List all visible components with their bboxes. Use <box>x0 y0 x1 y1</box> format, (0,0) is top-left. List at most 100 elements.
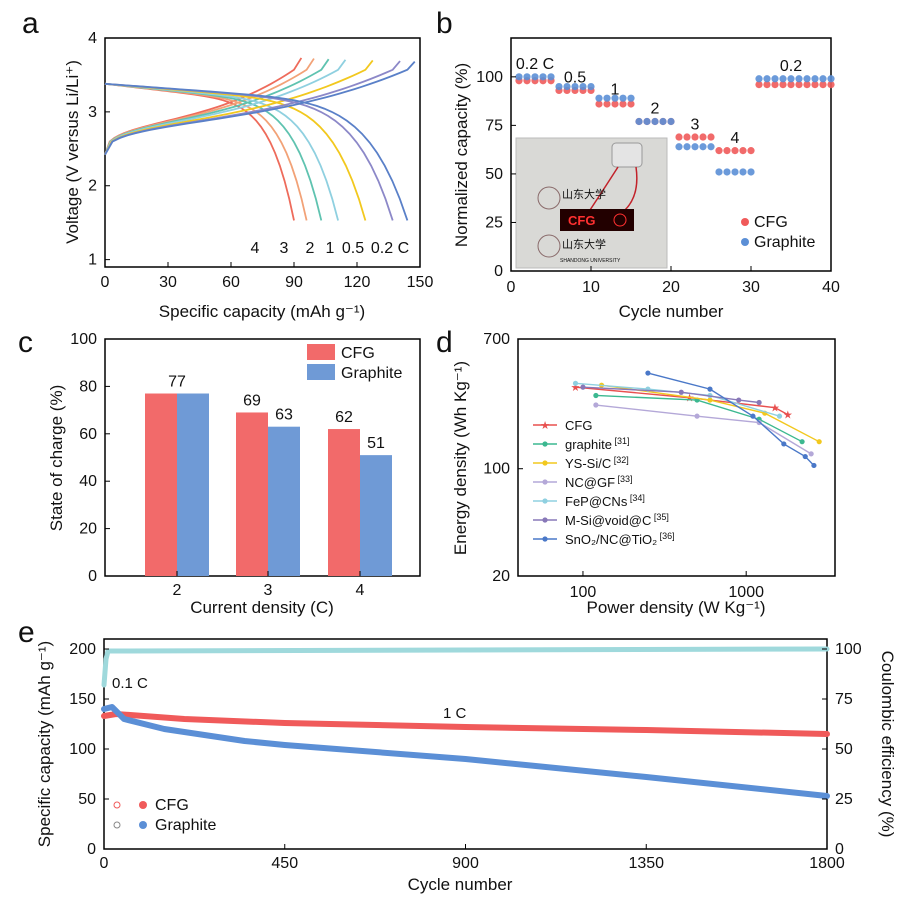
legend-label-6: SnO₂/NC@TiO₂ [36] <box>565 531 675 547</box>
x-tick-label: 0 <box>101 274 110 291</box>
legend-label-1: graphite [31] <box>565 436 630 452</box>
panel-b-ylabel: Normalized capacity (%) <box>452 63 471 247</box>
x-tick-label: 3 <box>264 582 273 599</box>
rate-label: 2 <box>651 101 660 118</box>
data-point-cfg <box>715 147 723 155</box>
x-tick-label: 150 <box>407 274 434 291</box>
series-line-1 <box>595 394 803 443</box>
data-point-cfg <box>683 133 691 141</box>
legend-label-5: M-Si@void@C [35] <box>565 512 669 528</box>
legend-graphite: Graphite <box>341 365 402 382</box>
x-tick-label: 40 <box>822 279 840 296</box>
y-tick-label: 20 <box>79 521 97 538</box>
bar-cfg <box>328 429 360 576</box>
x-tick-label: 1000 <box>728 584 764 601</box>
y-tick-label: 25 <box>485 214 503 231</box>
data-point-graphite <box>635 117 643 126</box>
bar-graphite <box>268 426 300 576</box>
rate-label: 2 <box>306 240 315 257</box>
coin-cell-icon <box>611 142 643 168</box>
data-point-graphite <box>819 75 827 83</box>
bar-graphite <box>177 393 209 576</box>
data-point-graphite <box>587 82 595 91</box>
rate-label: 3 <box>691 116 700 133</box>
inset-calligraphy-1: 山东大学 <box>562 187 606 201</box>
legend-label-3: NC@GF [33] <box>565 474 633 490</box>
panel-a-ylabel: Voltage (V versus Li/Li⁺) <box>63 60 82 244</box>
seal-icon <box>537 186 561 210</box>
data-point-graphite <box>731 168 739 176</box>
rate-label: 4 <box>731 130 740 147</box>
annotation-1c: 1 C <box>443 705 467 722</box>
data-point-graphite <box>795 75 803 83</box>
data-point-5 <box>580 384 586 390</box>
y-tick-label: 0 <box>494 263 503 280</box>
legend-label-2: YS-Si/C [32] <box>565 455 629 471</box>
data-point-cfg <box>707 133 715 141</box>
data-point-cfg <box>595 100 603 108</box>
rate-label: 1 <box>611 81 620 98</box>
data-point-cfg <box>755 81 763 89</box>
legend-ref: [33] <box>615 474 633 484</box>
data-point-6 <box>645 370 651 376</box>
data-point-graphite <box>643 117 651 126</box>
bar-data-label: 63 <box>275 407 293 424</box>
bar-graphite <box>360 455 392 576</box>
data-point-cfg <box>779 81 787 89</box>
rate-label: 3 <box>280 240 289 257</box>
x-tick-label: 450 <box>271 855 298 872</box>
data-point-graphite <box>547 73 555 81</box>
legend-marker-3 <box>542 479 548 485</box>
data-point-graphite <box>691 143 699 151</box>
charge-curve-4 <box>104 59 374 156</box>
data-point-graphite <box>811 75 819 83</box>
data-point-1 <box>799 439 805 445</box>
panel-d-legend: ★ CFG graphite [31] YS-Si/C [32] NC@GF [33] F… <box>533 418 675 547</box>
data-point-graphite <box>659 117 667 126</box>
data-point-graphite <box>827 75 835 83</box>
y2-tick-label: 25 <box>835 791 853 808</box>
y-tick-label: 100 <box>476 69 503 86</box>
panel-e-xlabel: Cycle number <box>408 875 513 894</box>
seal-icon-2 <box>537 234 561 258</box>
data-point-graphite <box>595 94 603 102</box>
discharge-curve-6 <box>104 82 409 221</box>
y2-tick-label: 75 <box>835 691 853 708</box>
data-point-graphite <box>523 73 531 81</box>
data-point-3 <box>593 402 599 408</box>
data-point-graphite <box>563 82 571 91</box>
legend-swatch-cfg <box>307 344 335 360</box>
data-point-3 <box>694 413 700 419</box>
charge-curve-0 <box>104 57 303 156</box>
data-point-3 <box>808 451 814 457</box>
data-point-2 <box>816 439 822 445</box>
data-point-4 <box>776 413 783 419</box>
data-point-graphite <box>707 143 715 151</box>
x-tick-label: 0 <box>507 279 516 296</box>
y-tick-label: 50 <box>485 166 503 183</box>
inset-photo: 山东大学 CFG 山东大学 SHANDONG UNIVERSITY <box>515 137 668 269</box>
data-point-2 <box>707 397 713 403</box>
inset-calligraphy-2: 山东大学 <box>562 237 606 251</box>
legend-marker-2 <box>542 460 548 466</box>
bar-data-label: 77 <box>168 374 186 391</box>
legend-marker-1 <box>542 441 548 447</box>
data-point-cfg <box>763 81 771 89</box>
legend-graphite: Graphite <box>754 234 815 251</box>
data-point-5 <box>678 389 684 395</box>
legend-swatch-graphite <box>307 364 335 380</box>
y-tick-label: 100 <box>70 331 97 348</box>
bar-cfg <box>145 393 177 576</box>
legend-cfg: CFG <box>155 797 189 814</box>
y-tick-label: 4 <box>88 30 97 47</box>
data-point-graphite <box>571 82 579 91</box>
charge-curve-3 <box>104 59 347 156</box>
panel-c-legend: CFG Graphite <box>307 344 402 382</box>
data-point-graphite <box>763 75 771 83</box>
y-tick-label: 1 <box>88 252 97 269</box>
panel-e-ylabel: Specific capacity (mAh g⁻¹) <box>35 641 54 847</box>
panel-d-ylabel: Energy density (Wh Kg⁻¹) <box>451 361 470 555</box>
legend-graphite: Graphite <box>155 817 216 834</box>
data-point-star: ★ <box>783 410 793 422</box>
